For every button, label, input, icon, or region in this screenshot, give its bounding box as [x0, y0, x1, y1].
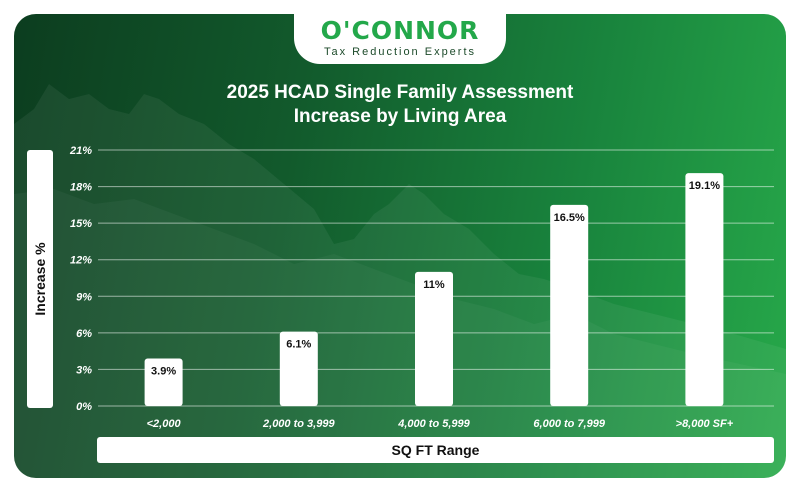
x-tick-label: >8,000 SF+	[676, 418, 734, 430]
x-tick-label: 4,000 to 5,999	[397, 418, 470, 430]
chart-card: O'CONNOR Tax Reduction Experts 2025 HCAD…	[14, 14, 786, 478]
bar	[144, 358, 183, 406]
x-axis-label-box: SQ FT Range	[97, 437, 774, 463]
bar	[550, 204, 589, 406]
logo-tagline: Tax Reduction Experts	[323, 46, 477, 58]
y-tick-label: 12%	[70, 255, 92, 267]
y-tick-label: 9%	[76, 291, 92, 303]
y-tick-label: 15%	[70, 218, 92, 230]
x-tick-label: 6,000 to 7,999	[533, 418, 605, 430]
bar-value-label: 11%	[423, 279, 445, 291]
x-tick-label: <2,000	[147, 418, 182, 430]
chart-title-line1: 2025 HCAD Single Family Assessment	[226, 82, 574, 103]
bar-value-label: 19.1%	[689, 180, 720, 192]
bar-chart: 0% 3% 6% 9% 12% 15% 18% 21% 3.9% <2,000 6.1% 2,000 …	[69, 145, 774, 430]
bar	[415, 271, 453, 406]
logo: O'CONNOR Tax Reduction Experts	[294, 14, 506, 64]
bar	[685, 173, 724, 406]
chart-title: 2025 HCAD Single Family Assessment Incre…	[14, 81, 786, 129]
x-axis-label: SQ FT Range	[391, 442, 480, 458]
x-tick-label: 2,000 to 3,999	[262, 418, 335, 430]
y-tick-label: 21%	[69, 145, 92, 157]
bar	[279, 331, 318, 406]
y-tick-label: 0%	[76, 401, 92, 413]
bar-value-label: 16.5%	[554, 212, 585, 224]
y-tick-label: 18%	[70, 182, 92, 194]
y-tick-label: 6%	[76, 328, 92, 340]
bar-value-label: 6.1%	[286, 339, 311, 351]
bar-value-label: 3.9%	[151, 365, 176, 377]
y-tick-label: 3%	[76, 364, 92, 376]
logo-wordmark: O'CONNOR	[320, 16, 480, 45]
y-axis-label-box: Increase %	[27, 150, 53, 408]
chart-title-line2: Increase by Living Area	[293, 106, 507, 127]
